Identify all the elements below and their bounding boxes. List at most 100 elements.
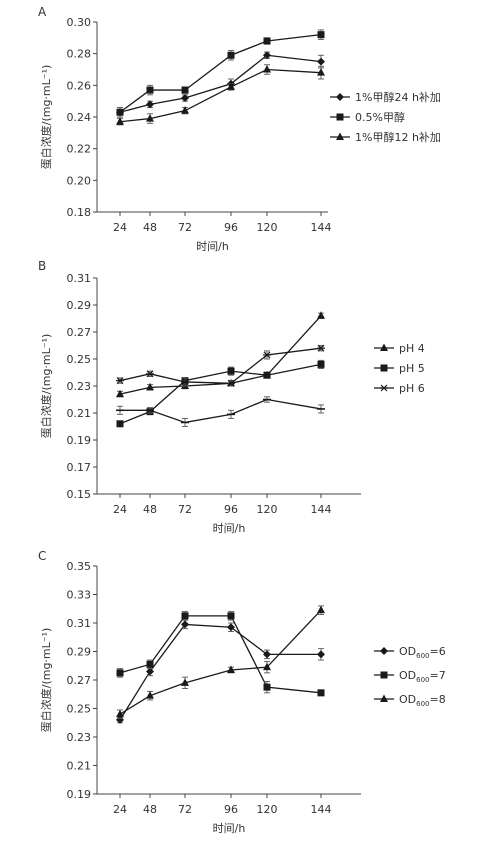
data-point xyxy=(181,620,189,629)
legend-item: pH 5 xyxy=(374,362,425,375)
y-tick-label: 0.30 xyxy=(67,16,92,29)
series-line xyxy=(119,615,322,694)
data-point xyxy=(263,371,271,379)
series-line xyxy=(119,623,321,721)
legend-item: OD600=8 xyxy=(374,693,446,708)
y-tick-label: 0.29 xyxy=(67,299,92,312)
series-line xyxy=(119,54,322,113)
data-point xyxy=(227,379,235,387)
legend-marker xyxy=(380,671,388,679)
series-1 xyxy=(116,311,325,398)
x-tick-label: 96 xyxy=(224,503,238,516)
legend: 1%甲醇24 h补加 0.5%甲醇 1%甲醇12 h补加 xyxy=(330,90,441,144)
legend-label-tail: =7 xyxy=(430,669,446,682)
legend-label: OD600=8 xyxy=(399,693,446,708)
legend-label-subscript: 600 xyxy=(416,652,429,660)
data-point xyxy=(146,691,154,699)
x-tick-label: 72 xyxy=(178,503,192,516)
x-tick-label: 24 xyxy=(113,803,127,816)
x-tick-label: 48 xyxy=(143,221,157,234)
data-point xyxy=(181,612,189,620)
legend-marker xyxy=(380,694,388,702)
y-tick-label: 0.26 xyxy=(67,79,92,92)
x-tick-label: 48 xyxy=(143,803,157,816)
data-point xyxy=(227,367,235,375)
series-line xyxy=(120,398,322,424)
data-point xyxy=(181,106,189,114)
data-point xyxy=(317,360,325,368)
data-point xyxy=(116,669,124,677)
legend-label-base: OD xyxy=(399,669,416,682)
y-tick-label: 0.29 xyxy=(67,646,92,659)
data-point xyxy=(181,94,189,102)
legend-item: pH 4 xyxy=(374,342,425,355)
x-tick-label: 144 xyxy=(311,221,332,234)
y-tick-label: 0.23 xyxy=(67,380,92,393)
legend-marker-stroke xyxy=(380,384,388,392)
x-tick-label: 96 xyxy=(224,803,238,816)
data-point xyxy=(263,65,271,73)
legend-label-base: OD xyxy=(399,645,416,658)
y-tick-label: 0.25 xyxy=(67,703,92,716)
x-axis-title: 时间/h xyxy=(196,240,229,253)
data-point-stroke xyxy=(181,378,189,386)
y-tick-label: 0.27 xyxy=(67,674,92,687)
legend-item: pH 6 xyxy=(374,382,425,395)
y-tick-label: 0.27 xyxy=(67,326,92,339)
panel-label: B xyxy=(38,259,46,273)
y-tick-label: 0.24 xyxy=(67,111,92,124)
data-point xyxy=(317,605,325,614)
legend-marker xyxy=(336,132,344,140)
y-axis-title: 蛋白浓度/(mg·mL⁻¹) xyxy=(39,334,53,439)
x-tick-label: 48 xyxy=(143,503,157,516)
y-tick-label: 0.22 xyxy=(67,143,92,156)
data-point xyxy=(317,311,325,319)
y-tick-label: 0.21 xyxy=(67,760,92,773)
data-point xyxy=(317,57,325,66)
data-point xyxy=(116,709,124,718)
x-axis-title: 时间/h xyxy=(213,522,246,535)
legend-label: 1%甲醇12 h补加 xyxy=(355,130,441,144)
legend-item: OD600=7 xyxy=(374,669,446,684)
legend-marker xyxy=(336,93,344,101)
data-point-stroke xyxy=(146,370,154,378)
legend-label: 1%甲醇24 h补加 xyxy=(355,90,441,104)
data-point xyxy=(263,683,271,691)
data-point xyxy=(317,344,325,352)
legend: pH 4 pH 5 pH 6 xyxy=(374,342,425,395)
series-line xyxy=(119,347,322,384)
x-tick-label: 144 xyxy=(311,803,332,816)
data-point-stroke xyxy=(227,379,235,387)
data-point xyxy=(263,662,271,671)
data-point xyxy=(317,31,325,39)
series-1 xyxy=(116,51,325,118)
y-tick-label: 0.20 xyxy=(67,174,92,187)
series-3 xyxy=(116,64,325,126)
panel-label: A xyxy=(38,5,47,19)
x-tick-label: 144 xyxy=(311,503,332,516)
y-tick-label: 0.35 xyxy=(67,560,92,573)
legend-item: 1%甲醇24 h补加 xyxy=(330,90,441,104)
data-point xyxy=(146,667,154,676)
y-tick-label: 0.23 xyxy=(67,731,92,744)
panel-c-chart: C 0.19 0.21 0.23 0.25 0.27 0.29 0.31 0.33 0.35 24 4… xyxy=(38,549,446,835)
series-3 xyxy=(116,344,325,387)
series-2 xyxy=(116,611,325,697)
legend-label: OD600=6 xyxy=(399,645,446,660)
legend-label: pH 6 xyxy=(399,382,425,395)
x-tick-label: 120 xyxy=(257,503,278,516)
data-point xyxy=(317,689,325,697)
y-tick-label: 0.19 xyxy=(67,434,92,447)
legend-item: 1%甲醇12 h补加 xyxy=(330,130,441,144)
x-tick-label: 96 xyxy=(224,221,238,234)
data-point xyxy=(116,389,124,398)
data-point-stroke xyxy=(263,351,271,359)
series-2 xyxy=(116,359,325,428)
data-point xyxy=(263,650,271,659)
data-point xyxy=(146,370,154,378)
data-point xyxy=(116,715,124,724)
data-point xyxy=(227,51,235,59)
series-line xyxy=(119,609,322,715)
